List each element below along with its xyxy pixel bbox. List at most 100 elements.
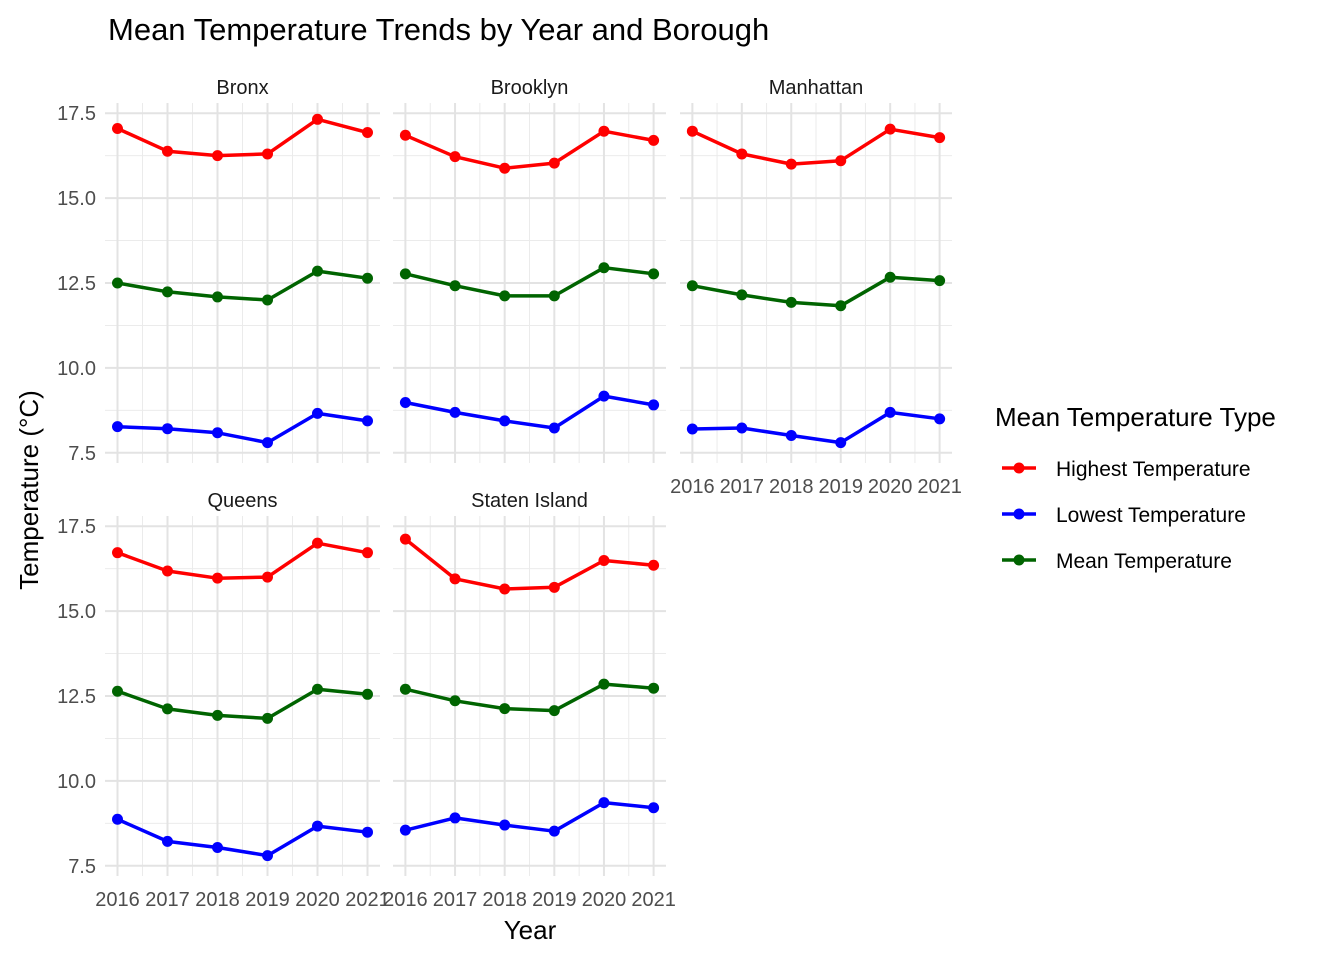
data-point-highest-temperature — [399, 533, 411, 545]
panel-staten-island: Staten Island 2016 2017 2018 2019 2020 2021 — [383, 490, 676, 911]
data-point-mean-temperature — [598, 262, 610, 274]
data-point-mean-temperature — [112, 277, 123, 289]
x-tick-label: 2018 — [195, 889, 240, 911]
data-point-lowest-temperature — [262, 850, 273, 862]
series-line-highest-temperature — [115, 541, 370, 580]
data-point-lowest-temperature — [884, 406, 896, 418]
y-tick-label: 7.5 — [68, 856, 96, 878]
data-point-highest-temperature — [449, 151, 461, 163]
data-point-mean-temperature — [362, 272, 373, 284]
facet-label-manhattan: Manhattan — [769, 77, 864, 99]
data-point-mean-temperature — [884, 271, 896, 283]
data-point-mean-temperature — [548, 705, 560, 717]
x-tick-label: 2017 — [145, 889, 190, 911]
data-point-highest-temperature — [112, 547, 123, 559]
data-point-mean-temperature — [736, 289, 748, 301]
legend-label: Lowest Temperature — [1056, 504, 1246, 527]
legend-entry-lowest-temperature: Lowest Temperature — [1002, 504, 1246, 527]
data-point-mean-temperature — [785, 296, 797, 308]
x-tick-label: 2019 — [532, 889, 577, 911]
y-tick-label: 17.5 — [57, 516, 96, 538]
facet-label-bronx: Bronx — [216, 77, 268, 99]
data-point-highest-temperature — [598, 554, 610, 566]
data-point-mean-temperature — [499, 703, 511, 715]
data-point-highest-temperature — [598, 125, 610, 137]
x-tick-label: 2016 — [670, 476, 715, 498]
data-point-mean-temperature — [212, 291, 223, 303]
data-point-lowest-temperature — [449, 812, 461, 824]
data-point-lowest-temperature — [112, 813, 123, 825]
data-point-lowest-temperature — [399, 824, 411, 836]
data-point-highest-temperature — [934, 132, 946, 144]
series-line-mean-temperature — [115, 269, 370, 302]
data-point-lowest-temperature — [835, 437, 847, 449]
data-point-lowest-temperature — [362, 826, 373, 838]
x-tick-label: 2021 — [631, 889, 676, 911]
x-tick-label: 2020 — [868, 476, 913, 498]
data-point-mean-temperature — [449, 280, 461, 292]
series-line-lowest-temperature — [115, 411, 370, 445]
series-line-lowest-temperature — [403, 800, 656, 833]
panel-queens: Queens 7.5 10.0 12.5 15.0 17.5 2016 2017 2018 201… — [57, 490, 390, 911]
legend-label: Highest Temperature — [1056, 458, 1251, 481]
data-point-mean-temperature — [499, 290, 511, 302]
data-point-lowest-temperature — [548, 422, 560, 434]
data-point-mean-temperature — [648, 682, 660, 694]
data-point-highest-temperature — [499, 583, 511, 595]
x-tick-label: 2019 — [245, 889, 290, 911]
data-point-highest-temperature — [499, 162, 511, 174]
x-tick-label: 2019 — [818, 476, 863, 498]
data-point-highest-temperature — [262, 148, 273, 160]
facet-panels: Bronx 7.5 10.0 12.5 15.0 17.5 Brooklyn Manhatta… — [57, 77, 962, 911]
y-tick-label: 10.0 — [57, 771, 96, 793]
data-point-lowest-temperature — [312, 820, 323, 832]
data-point-lowest-temperature — [934, 413, 946, 425]
data-point-highest-temperature — [785, 158, 797, 170]
data-point-lowest-temperature — [162, 835, 173, 847]
data-point-lowest-temperature — [212, 841, 223, 853]
panel-bronx: Bronx 7.5 10.0 12.5 15.0 17.5 — [57, 77, 380, 465]
data-point-lowest-temperature — [598, 797, 610, 809]
data-point-lowest-temperature — [162, 423, 173, 435]
data-point-mean-temperature — [399, 268, 411, 280]
data-point-highest-temperature — [162, 565, 173, 577]
data-point-mean-temperature — [312, 683, 323, 695]
data-point-highest-temperature — [212, 150, 223, 162]
series-line-mean-temperature — [115, 687, 370, 721]
data-point-lowest-temperature — [686, 423, 698, 435]
data-point-mean-temperature — [112, 685, 123, 697]
x-tick-label: 2021 — [917, 476, 962, 498]
data-point-mean-temperature — [686, 280, 698, 292]
data-point-highest-temperature — [884, 123, 896, 135]
data-point-mean-temperature — [835, 300, 847, 312]
data-point-lowest-temperature — [548, 825, 560, 837]
data-point-highest-temperature — [362, 127, 373, 139]
data-point-highest-temperature — [362, 547, 373, 559]
data-point-lowest-temperature — [648, 399, 660, 411]
data-point-lowest-temperature — [262, 437, 273, 449]
y-tick-label: 12.5 — [57, 273, 96, 295]
x-tick-label: 2020 — [582, 889, 627, 911]
x-tick-label: 2017 — [720, 476, 765, 498]
data-point-highest-temperature — [112, 122, 123, 134]
chart-title: Mean Temperature Trends by Year and Boro… — [108, 12, 769, 47]
x-tick-label: 2017 — [433, 889, 478, 911]
data-point-highest-temperature — [548, 157, 560, 169]
series-line-highest-temperature — [115, 117, 370, 158]
data-point-lowest-temperature — [648, 802, 660, 814]
x-tick-label: 2020 — [295, 889, 340, 911]
data-point-mean-temperature — [262, 294, 273, 306]
series-line-lowest-temperature — [403, 394, 656, 430]
data-point-lowest-temperature — [399, 397, 411, 409]
data-point-highest-temperature — [312, 537, 323, 549]
legend-key-point — [1013, 554, 1025, 566]
data-point-lowest-temperature — [598, 390, 610, 402]
data-point-mean-temperature — [362, 688, 373, 700]
y-tick-label: 15.0 — [57, 601, 96, 623]
y-tick-label: 15.0 — [57, 188, 96, 210]
data-point-mean-temperature — [598, 678, 610, 690]
y-tick-label: 10.0 — [57, 358, 96, 380]
data-point-mean-temperature — [934, 275, 946, 287]
data-point-mean-temperature — [212, 709, 223, 721]
